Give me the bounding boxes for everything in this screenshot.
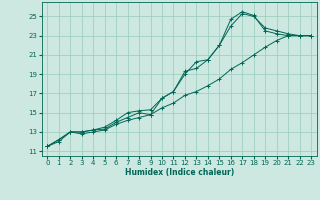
X-axis label: Humidex (Indice chaleur): Humidex (Indice chaleur) (124, 168, 234, 177)
